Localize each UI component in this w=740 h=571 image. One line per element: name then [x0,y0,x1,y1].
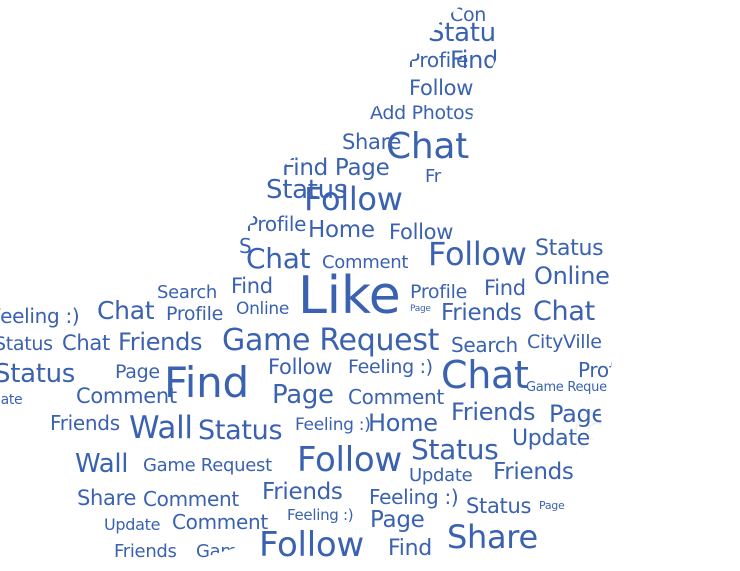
cloud-word: Friends [50,411,120,435]
cloud-word: Status [411,433,499,466]
cloud-word: Comment [76,384,177,408]
cloud-word: Find [450,46,498,74]
cloud-word: Chat [386,126,469,167]
cloud-word: Comment [172,510,268,534]
cloud-word: Page [115,361,160,383]
cloud-word: Friends [114,541,177,562]
cloud-word: Follow [259,525,364,565]
cloud-word: Follow [428,235,527,273]
cloud-word: Add Photos [370,102,474,124]
cloud-word: Search [451,333,518,357]
cloud-word: Update [409,465,473,486]
cloud-word: Game Request [526,380,619,395]
cloud-word: Profile [166,303,223,325]
cloud-word: Share [77,486,137,510]
cloud-word: Page [272,380,334,410]
cloud-word: Feeling :) [287,506,354,524]
cloud-word: Follow [297,440,402,480]
cloud-word: Update [104,515,161,534]
cloud-word: date [0,392,23,408]
cloud-word: Find [388,536,432,561]
cloud-word: Status [0,359,76,389]
cloud-word: Profile [408,48,469,72]
cloud-word: Update [512,426,590,451]
cloud-word: Wall [75,449,129,479]
cloud-word: Feeling :) [369,485,459,509]
cloud-word: Find [484,276,526,300]
cloud-word: Game Request [222,323,440,358]
cloud-word: Friends [451,398,536,426]
cloud-word: Page [370,507,425,533]
cloud-word: Comment [348,385,444,409]
cloud-word: Like [298,266,401,326]
cloud-word: Friends [262,479,343,505]
cloud-word: Follow [268,355,333,379]
cloud-word: Feeling :) [0,304,80,328]
cloud-word: Online [236,299,290,319]
cloud-word: Profile [410,281,467,303]
cloud-word: Comment [143,487,239,511]
cloud-word: Feeling :) [348,356,433,378]
cloud-word: Share [342,130,402,154]
cloud-word: Page [410,304,431,314]
cloud-word: Chat [246,242,311,275]
cloud-word: S [239,234,252,258]
cloud-word: Con [450,4,487,26]
cloud-word: Feeling :) [295,415,371,435]
cloud-word: Fr [425,166,441,187]
cloud-word: Page [539,499,565,512]
cloud-word: Status [535,236,604,261]
cloud-word: Wall [129,410,193,446]
cloud-word: Status [428,18,510,48]
cloud-word: Friends [441,300,522,326]
cloud-word: Friends [493,459,574,485]
cloud-word: CityVille [527,331,602,353]
cloud-word: Status [198,415,283,446]
cloud-word: Chat [533,296,595,327]
cloud-word: Profile [246,212,307,236]
cloud-word: Chat [62,331,110,355]
cloud-word: Follow [409,76,474,100]
cloud-word: Page [549,400,606,428]
cloud-word: Follow [304,180,403,218]
cloud-word: Home [368,409,438,437]
cloud-word: Friends [118,328,203,356]
cloud-word: Find [164,358,249,407]
cloud-word: Comment [322,252,409,273]
cloud-word: Game Request [143,455,272,476]
cloud-word: Chat [441,353,529,397]
cloud-word: Find Page [282,155,390,181]
cloud-word: Home [308,217,375,243]
cloud-word: Search [157,282,218,303]
cloud-word: Status [466,494,532,518]
cloud-word: Share [447,518,538,556]
cloud-word: Status [0,333,53,355]
cloud-word: Online [534,262,610,290]
cloud-word: Chat [97,296,155,325]
cloud-word: Status [266,175,348,205]
cloud-word: Find [231,274,273,298]
cloud-word: Follow [389,220,454,244]
